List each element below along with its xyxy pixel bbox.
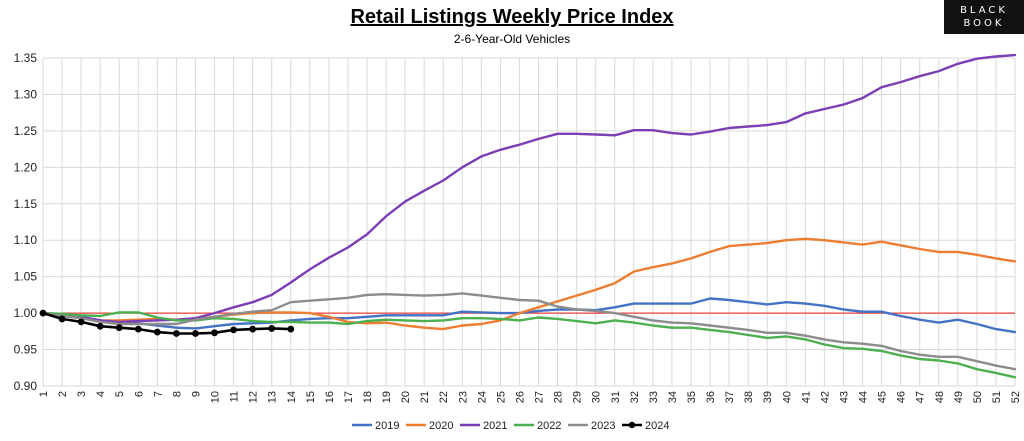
data-point-2024 — [268, 325, 276, 332]
y-tick-label: 0.90 — [14, 379, 38, 393]
data-point-2024 — [249, 325, 257, 333]
axes: 0.90 0.95 1.00 1.05 1.10 1.15 1.20 1.25 1.30 1.35… — [14, 51, 1022, 403]
y-tick-label: 1.05 — [14, 270, 38, 284]
logo-line-1: BLACK — [960, 5, 1008, 16]
x-tick-label: 17 — [343, 391, 355, 403]
x-tick-label: 27 — [534, 391, 546, 403]
x-tick-label: 8 — [171, 391, 183, 397]
x-tick-label: 31 — [610, 391, 622, 403]
grid — [42, 57, 1016, 387]
x-tick-label: 25 — [495, 391, 507, 403]
y-tick-label: 1.25 — [14, 124, 38, 138]
x-tick-label: 18 — [362, 391, 374, 403]
x-tick-label: 24 — [476, 391, 488, 403]
x-tick-label: 11 — [229, 391, 241, 402]
x-tick-label: 6 — [133, 391, 145, 397]
series-layer — [39, 53, 1017, 379]
x-tick-label: 22 — [438, 391, 450, 403]
x-tick-label: 51 — [991, 391, 1003, 403]
data-point-2024 — [115, 324, 123, 332]
series-line-2021 — [41, 53, 1017, 324]
x-tick-label: 5 — [114, 391, 126, 397]
data-point-2024 — [96, 322, 104, 330]
x-tick-label: 43 — [838, 391, 850, 403]
legend-label-2024: 2024 — [645, 420, 669, 432]
series-line-2020 — [41, 237, 1017, 331]
chart-title: Retail Listings Weekly Price Index — [350, 6, 674, 28]
x-tick-label: 2 — [57, 391, 69, 397]
x-tick-label: 13 — [267, 391, 279, 403]
data-point-2024 — [173, 330, 180, 337]
x-tick-label: 12 — [248, 391, 260, 403]
data-point-2024 — [58, 315, 66, 323]
x-tick-label: 9 — [190, 391, 202, 397]
y-tick-label: 1.15 — [14, 197, 38, 211]
x-tick-label: 48 — [934, 391, 946, 403]
x-tick-label: 47 — [915, 391, 927, 403]
x-tick-label: 49 — [953, 391, 965, 403]
x-tick-label: 35 — [686, 391, 698, 403]
x-tick-label: 10 — [210, 391, 222, 403]
x-tick-label: 37 — [724, 391, 736, 403]
legend-label-2019: 2019 — [375, 420, 399, 432]
x-tick-label: 26 — [514, 391, 526, 403]
x-tick-label: 15 — [305, 391, 317, 403]
x-tick-label: 45 — [877, 391, 889, 403]
x-tick-label: 7 — [152, 391, 164, 397]
x-tick-label: 20 — [400, 391, 412, 403]
y-tick-label: 0.95 — [14, 343, 38, 357]
x-tick-label: 46 — [896, 391, 908, 403]
x-tick-label: 3 — [76, 391, 88, 397]
data-point-2024 — [153, 328, 161, 336]
x-tick-label: 32 — [629, 391, 641, 403]
x-tick-label: 19 — [381, 391, 393, 403]
y-tick-label: 1.20 — [14, 160, 38, 174]
x-tick-label: 40 — [781, 391, 793, 403]
legend-label-2023: 2023 — [591, 420, 615, 432]
x-tick-label: 42 — [819, 391, 831, 403]
data-point-2024 — [134, 325, 142, 333]
black-book-logo: BLACK BOOK — [944, 0, 1024, 34]
x-tick-label: 28 — [553, 391, 565, 403]
data-point-2024 — [192, 330, 199, 337]
y-tick-label: 1.30 — [14, 87, 38, 101]
data-point-2024 — [230, 326, 237, 334]
x-tick-label: 16 — [324, 391, 336, 403]
data-point-2024 — [77, 318, 85, 326]
y-tick-label: 1.35 — [14, 51, 38, 65]
legend-marker-2024 — [628, 421, 636, 429]
x-tick-label: 33 — [648, 391, 660, 403]
x-tick-label: 4 — [95, 391, 107, 397]
x-tick-label: 41 — [800, 391, 812, 403]
x-tick-label: 29 — [572, 391, 584, 403]
chart-subtitle: 2-6-Year-Old Vehicles — [453, 32, 571, 46]
x-tick-label: 36 — [705, 391, 717, 403]
y-tick-label: 1.00 — [14, 306, 38, 320]
x-tick-label: 14 — [286, 391, 298, 403]
x-tick-label: 39 — [762, 391, 774, 403]
legend-label-2020: 2020 — [429, 420, 453, 432]
logo-line-2: BOOK — [963, 18, 1005, 29]
data-point-2024 — [287, 325, 295, 333]
x-tick-label: 50 — [972, 391, 984, 403]
x-tick-label: 38 — [743, 391, 755, 403]
x-tick-label: 44 — [858, 391, 870, 403]
data-point-2024 — [211, 329, 218, 337]
x-tick-label: 52 — [1010, 391, 1022, 403]
y-tick-label: 1.10 — [14, 233, 38, 247]
x-tick-label: 30 — [591, 391, 603, 403]
legend-label-2022: 2022 — [537, 420, 561, 432]
x-tick-label: 34 — [667, 391, 679, 403]
series-line-2019 — [41, 297, 1017, 334]
legend: 2019 2020 2021 2022 2023 2024 — [352, 420, 669, 432]
x-tick-label: 21 — [419, 391, 431, 403]
x-tick-label: 23 — [457, 391, 469, 403]
x-tick-label: 1 — [38, 391, 50, 397]
legend-label-2021: 2021 — [483, 420, 507, 432]
data-point-2024 — [39, 309, 47, 317]
series-line-2023 — [41, 292, 1017, 371]
